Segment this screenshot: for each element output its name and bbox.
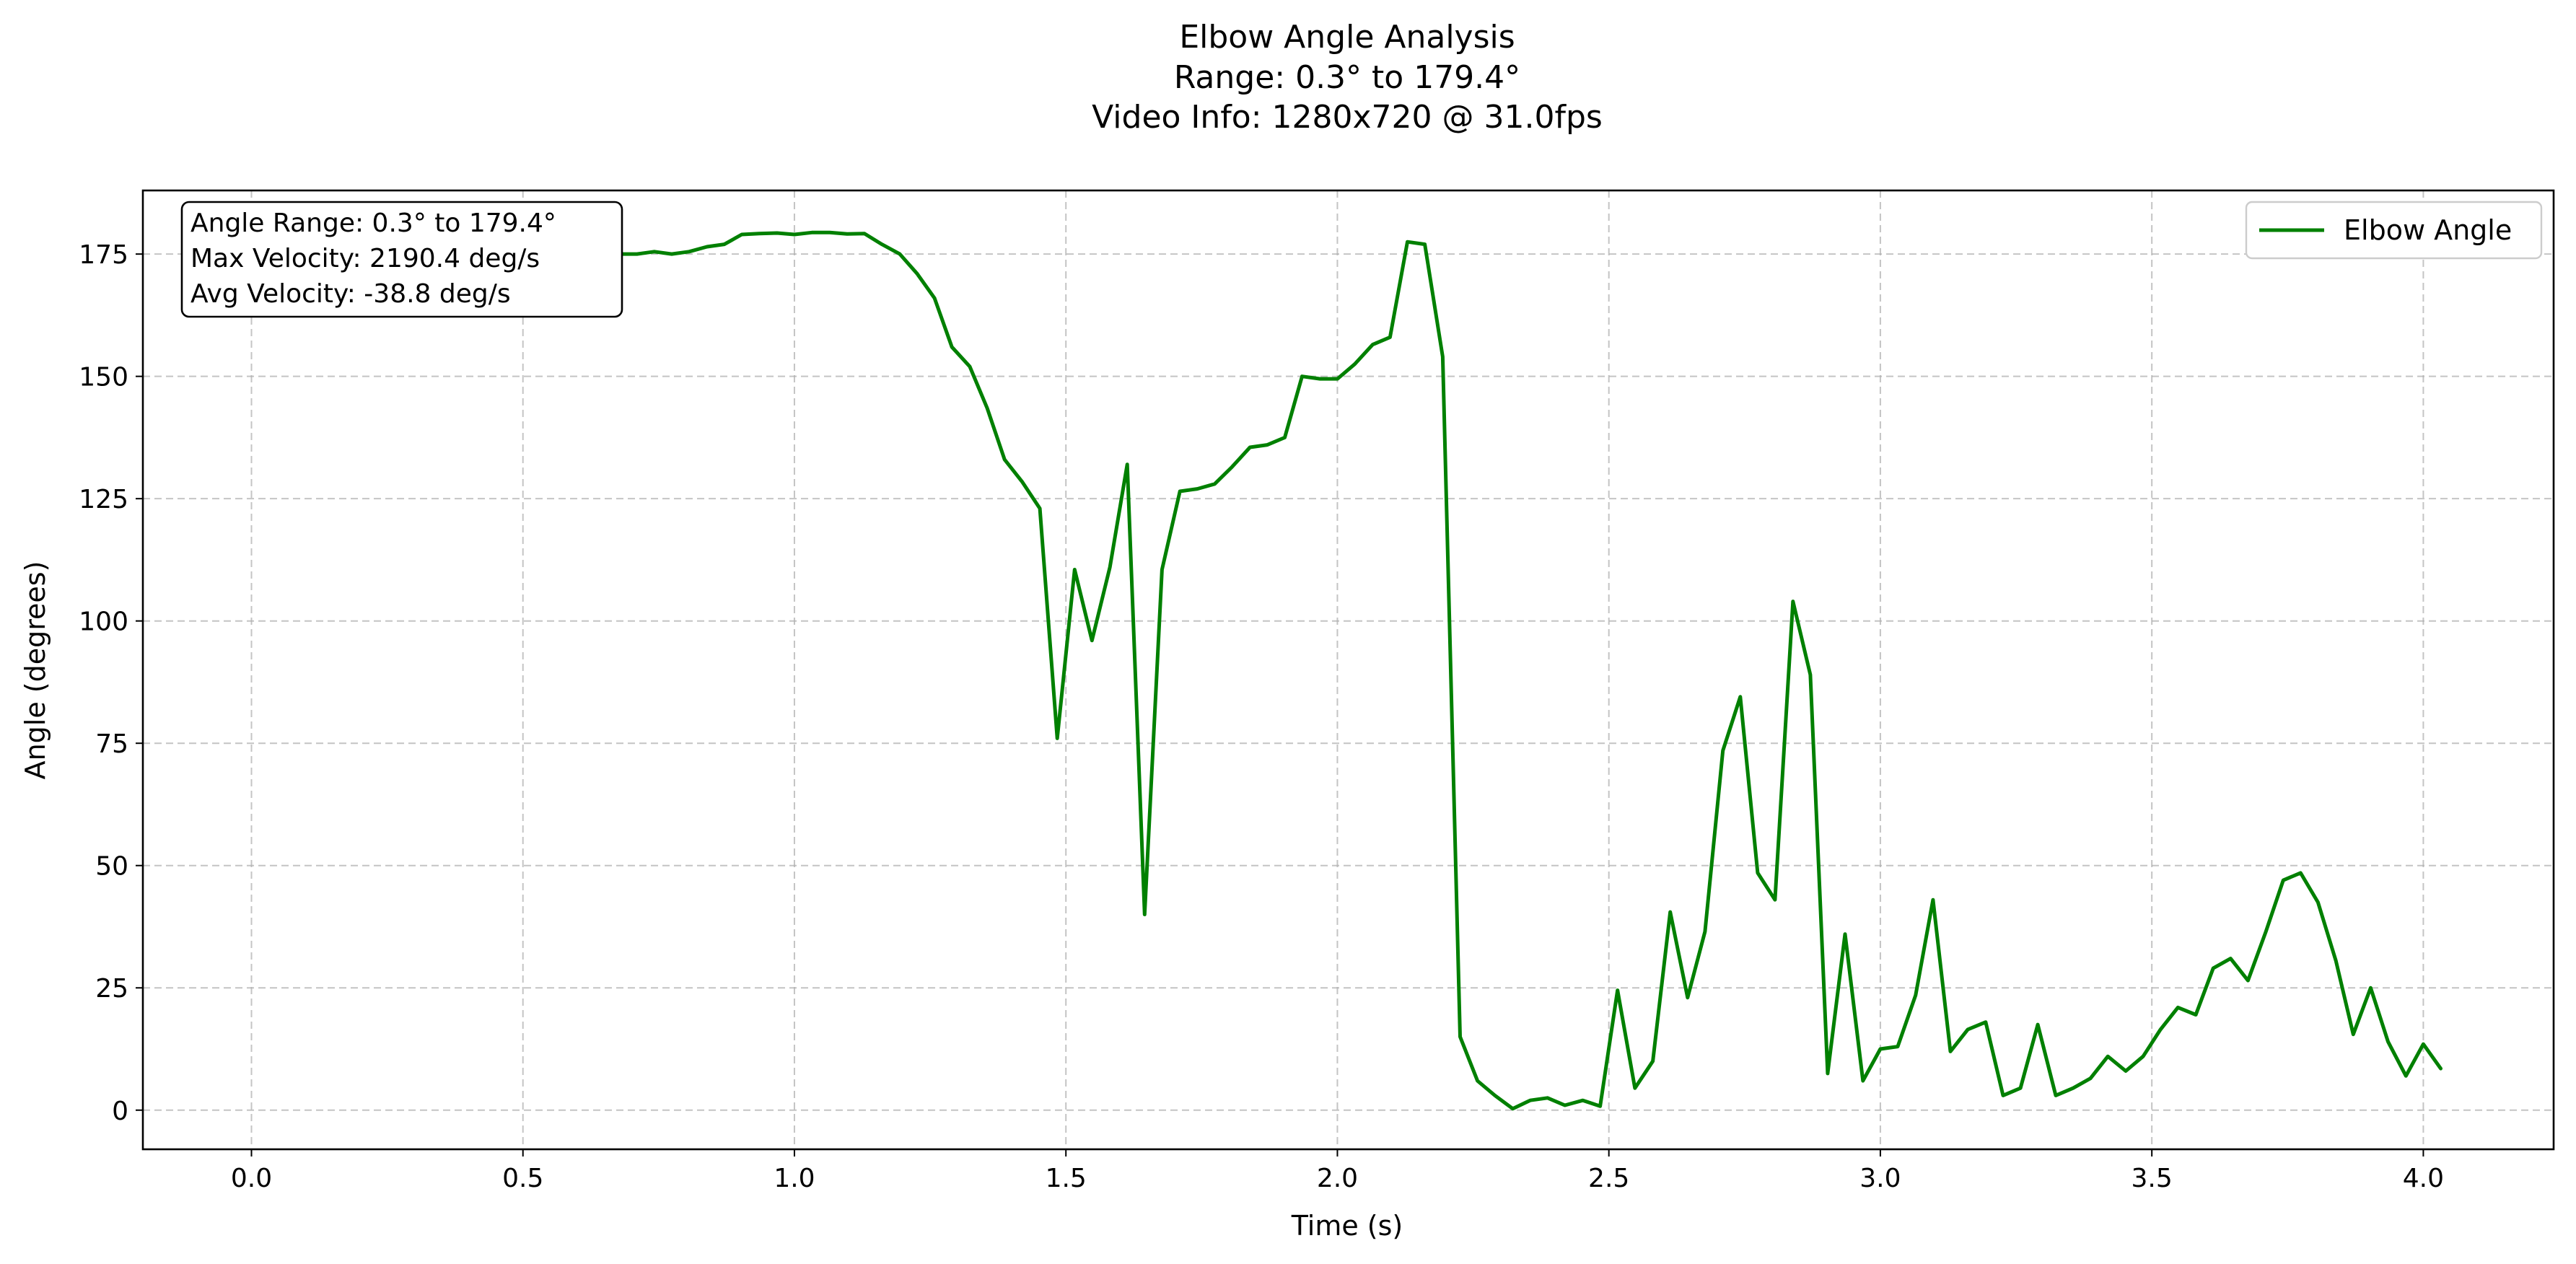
x-tick-label: 4.0 (2403, 1164, 2444, 1193)
stats-box-frame (180, 201, 623, 318)
chart-title-line: Elbow Angle Analysis (1179, 19, 1515, 56)
y-tick-label: 150 (79, 363, 128, 392)
x-tick-label: 2.5 (1588, 1164, 1629, 1193)
x-tick-label: 1.0 (774, 1164, 815, 1193)
stats-max-velocity: Max Velocity: 2190.4 deg/s (190, 244, 540, 273)
x-tick-label: 1.5 (1046, 1164, 1087, 1193)
stats-avg-velocity: Avg Velocity: -38.8 deg/s (190, 279, 511, 309)
x-tick-label: 3.5 (2132, 1164, 2173, 1193)
y-tick-label: 50 (95, 852, 128, 882)
x-tick-label: 3.0 (1859, 1164, 1901, 1193)
y-tick-label: 125 (79, 485, 128, 514)
y-axis-label: Angle (degrees) (19, 561, 51, 780)
legend-label-elbow-angle: Elbow Angle (2344, 214, 2512, 246)
legend: Elbow Angle (2245, 201, 2543, 260)
plot-frame (141, 189, 2555, 1151)
legend-frame (2245, 201, 2543, 260)
y-tick-label: 75 (95, 729, 128, 759)
y-tick-label: 100 (79, 607, 128, 637)
x-tick-label: 0.0 (231, 1164, 272, 1193)
stats-annotation-box: Angle Range: 0.3° to 179.4° Max Velocity… (180, 201, 623, 318)
x-tick-label: 2.0 (1317, 1164, 1358, 1193)
stats-angle-range: Angle Range: 0.3° to 179.4° (190, 209, 556, 238)
y-axis-ticks: 0 25 50 75 100 125 150 175 (79, 240, 143, 1126)
chart-title: Elbow Angle Analysis Range: 0.3° to 179.… (1092, 19, 1603, 136)
y-tick-label: 175 (79, 240, 128, 270)
y-tick-label: 25 (95, 974, 128, 1004)
chart-subtitle-video-info: Video Info: 1280x720 @ 31.0fps (1092, 99, 1603, 136)
x-axis-ticks: 0.0 0.5 1.0 1.5 2.0 2.5 3.0 3.5 4.0 (231, 1149, 2444, 1193)
y-tick-label: 0 (112, 1097, 128, 1126)
chart-subtitle-range: Range: 0.3° to 179.4° (1174, 59, 1520, 96)
x-axis-label: Time (s) (1291, 1210, 1403, 1242)
grid-lines (143, 190, 2554, 1149)
x-tick-label: 0.5 (502, 1164, 543, 1193)
